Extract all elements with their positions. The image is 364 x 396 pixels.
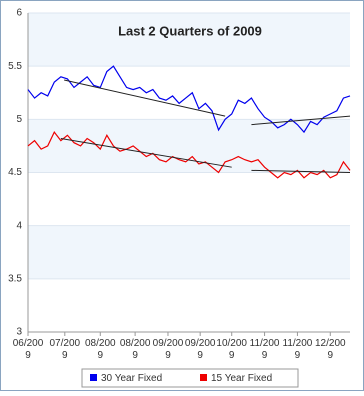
grid-band: [28, 278, 350, 332]
legend-label: 30 Year Fixed: [101, 373, 162, 384]
chart-title: Last 2 Quarters of 2009: [118, 23, 262, 38]
trend-line: [251, 169, 351, 173]
legend-label: 15 Year Fixed: [211, 373, 272, 384]
x-tick-label: 09/200 9: [185, 338, 216, 361]
y-tick-label: 4: [16, 220, 22, 231]
x-tick-label: 09/200 9: [153, 338, 184, 361]
y-tick-label: 3.5: [8, 273, 22, 284]
x-tick-label: 12/200 9: [315, 338, 346, 361]
y-tick-label: 4.5: [8, 167, 22, 178]
x-tick-label: 07/200 9: [50, 338, 81, 361]
x-tick-label: 08/200 9: [120, 338, 151, 361]
y-tick-label: 5: [16, 114, 22, 125]
x-tick-label: 06/200 9: [13, 338, 44, 361]
legend-swatch: [90, 374, 97, 381]
legend: [81, 368, 299, 388]
y-tick-label: 6: [16, 8, 22, 19]
data-line: [27, 65, 351, 134]
x-tick-label: 11/200 9: [283, 338, 313, 361]
legend-swatch: [200, 374, 207, 381]
grid-band: [28, 66, 350, 120]
y-tick-label: 5.5: [8, 61, 22, 72]
x-tick-label: 08/200 9: [85, 338, 116, 361]
trend-line: [64, 79, 226, 117]
x-tick-label: 11/200 9: [250, 338, 280, 361]
grid-band: [28, 172, 350, 226]
y-tick-label: 3: [16, 327, 22, 338]
trend-line: [251, 115, 351, 126]
x-tick-label: 10/200 9: [216, 338, 247, 361]
trend-line: [60, 137, 232, 168]
